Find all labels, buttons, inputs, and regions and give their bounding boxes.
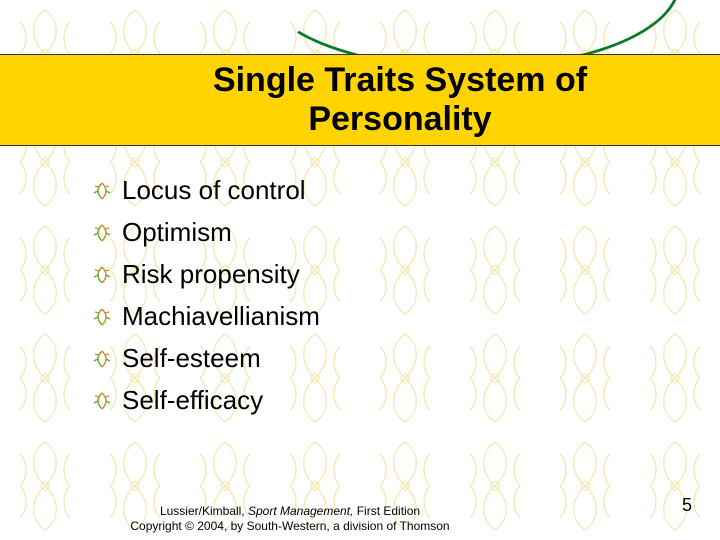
list-item: Machiavellianism xyxy=(92,301,320,332)
bullet-icon xyxy=(92,223,112,243)
list-item: Risk propensity xyxy=(92,259,320,290)
footer-text: Lussier/Kimball, Sport Management, First… xyxy=(80,504,500,534)
bullet-icon xyxy=(92,349,112,369)
bullet-text: Locus of control xyxy=(122,175,306,206)
bullet-icon xyxy=(92,265,112,285)
bullet-text: Self-esteem xyxy=(122,343,261,374)
list-item: Optimism xyxy=(92,217,320,248)
footer-edition: First Edition xyxy=(357,504,420,518)
bullet-text: Self-efficacy xyxy=(122,385,263,416)
bullet-icon xyxy=(92,181,112,201)
bullet-icon xyxy=(92,391,112,411)
footer-author: Lussier/Kimball, xyxy=(160,504,248,518)
bullet-text: Optimism xyxy=(122,217,232,248)
page-number: 5 xyxy=(682,495,692,516)
footer-copyright: Copyright © 2004, by South-Western, a di… xyxy=(130,519,449,533)
list-item: Self-esteem xyxy=(92,343,320,374)
list-item: Self-efficacy xyxy=(92,385,320,416)
bullet-icon xyxy=(92,307,112,327)
list-item: Locus of control xyxy=(92,175,320,206)
title-bar: Single Traits System of Personality xyxy=(0,54,720,146)
footer-title-italic: Sport Management, xyxy=(248,504,357,518)
bullet-text: Risk propensity xyxy=(122,259,300,290)
bullet-text: Machiavellianism xyxy=(122,301,320,332)
bullet-list: Locus of control Optimism Risk propensit… xyxy=(92,175,320,427)
slide-title: Single Traits System of Personality xyxy=(0,61,720,139)
